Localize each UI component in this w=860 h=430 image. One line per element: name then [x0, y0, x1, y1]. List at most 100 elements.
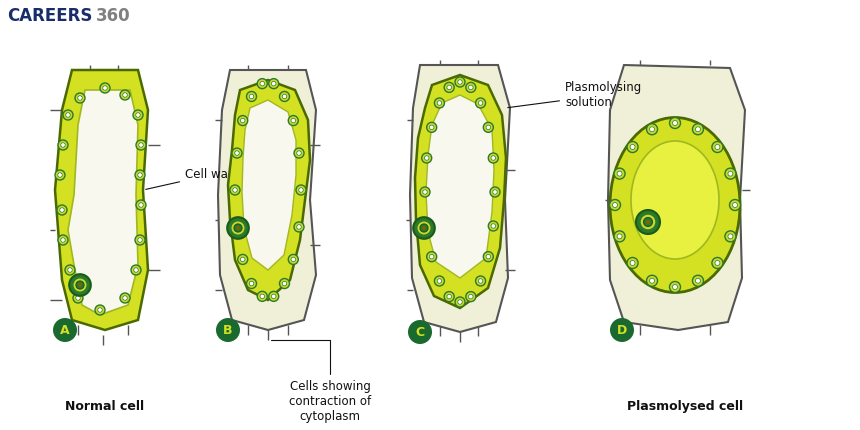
Ellipse shape	[237, 226, 240, 230]
Circle shape	[138, 143, 144, 147]
Ellipse shape	[636, 210, 660, 234]
Circle shape	[65, 265, 75, 275]
Circle shape	[630, 261, 635, 265]
Circle shape	[458, 80, 463, 84]
Circle shape	[617, 171, 622, 176]
Text: Cells showing
contraction of
cytoplasm: Cells showing contraction of cytoplasm	[271, 340, 371, 423]
Circle shape	[488, 153, 498, 163]
Polygon shape	[68, 90, 138, 315]
Text: Plasmolysing
solution: Plasmolysing solution	[507, 81, 642, 109]
Polygon shape	[228, 80, 310, 300]
Circle shape	[232, 148, 242, 158]
Circle shape	[444, 292, 454, 301]
Circle shape	[135, 235, 145, 245]
Ellipse shape	[78, 283, 82, 287]
Circle shape	[669, 282, 680, 292]
Circle shape	[272, 294, 276, 298]
Text: CAREERS: CAREERS	[7, 7, 92, 25]
Circle shape	[425, 156, 429, 160]
Circle shape	[455, 297, 465, 307]
Ellipse shape	[227, 217, 249, 239]
Circle shape	[434, 98, 445, 108]
Circle shape	[692, 275, 703, 286]
Circle shape	[733, 203, 738, 208]
Circle shape	[712, 258, 723, 268]
Circle shape	[76, 296, 80, 300]
Circle shape	[68, 268, 72, 272]
Text: D: D	[617, 324, 627, 337]
Circle shape	[249, 94, 254, 99]
Text: 360: 360	[96, 7, 131, 25]
Circle shape	[610, 200, 621, 211]
Circle shape	[280, 92, 290, 101]
Ellipse shape	[230, 221, 245, 235]
Circle shape	[696, 278, 700, 283]
Circle shape	[294, 222, 304, 232]
Circle shape	[614, 231, 625, 242]
Polygon shape	[410, 65, 510, 332]
Circle shape	[297, 151, 301, 155]
Circle shape	[423, 190, 427, 194]
Circle shape	[260, 294, 265, 298]
Circle shape	[135, 170, 145, 180]
Polygon shape	[242, 100, 296, 270]
Circle shape	[728, 234, 733, 239]
Circle shape	[614, 168, 625, 179]
Circle shape	[469, 85, 473, 89]
Circle shape	[444, 83, 454, 92]
Circle shape	[120, 293, 130, 303]
Ellipse shape	[640, 214, 656, 230]
Polygon shape	[55, 70, 148, 330]
Circle shape	[476, 98, 486, 108]
Circle shape	[298, 188, 304, 192]
Ellipse shape	[76, 281, 84, 289]
Circle shape	[136, 140, 146, 150]
Ellipse shape	[643, 218, 653, 227]
Circle shape	[73, 293, 83, 303]
Circle shape	[247, 279, 256, 289]
Circle shape	[491, 156, 495, 160]
Circle shape	[77, 96, 83, 100]
Circle shape	[447, 295, 452, 299]
Ellipse shape	[422, 226, 426, 230]
Circle shape	[429, 255, 434, 259]
Circle shape	[232, 222, 242, 232]
Circle shape	[488, 221, 498, 231]
Circle shape	[136, 200, 146, 210]
Circle shape	[65, 113, 71, 117]
Circle shape	[133, 110, 143, 120]
Circle shape	[483, 252, 494, 262]
Circle shape	[466, 83, 476, 92]
Circle shape	[493, 190, 497, 194]
Circle shape	[55, 170, 65, 180]
Circle shape	[59, 208, 64, 212]
Circle shape	[294, 148, 304, 158]
Polygon shape	[218, 70, 316, 330]
Circle shape	[729, 200, 740, 211]
Circle shape	[53, 318, 77, 342]
Text: Cell wall: Cell wall	[145, 169, 235, 189]
Polygon shape	[608, 65, 745, 330]
Circle shape	[455, 77, 465, 87]
Polygon shape	[415, 75, 506, 308]
Circle shape	[420, 187, 430, 197]
Circle shape	[282, 94, 286, 99]
Circle shape	[476, 276, 486, 286]
Circle shape	[233, 188, 237, 192]
Circle shape	[427, 252, 437, 262]
Circle shape	[247, 92, 256, 101]
Circle shape	[291, 257, 296, 262]
Circle shape	[260, 81, 265, 86]
Circle shape	[241, 257, 245, 262]
Circle shape	[138, 203, 144, 207]
Circle shape	[57, 205, 67, 215]
Circle shape	[427, 123, 437, 132]
Circle shape	[458, 300, 463, 304]
Circle shape	[123, 93, 127, 97]
Circle shape	[296, 185, 306, 195]
Ellipse shape	[631, 141, 719, 259]
Text: A: A	[60, 324, 70, 337]
Circle shape	[100, 83, 110, 93]
Circle shape	[95, 305, 105, 315]
Circle shape	[649, 127, 654, 132]
